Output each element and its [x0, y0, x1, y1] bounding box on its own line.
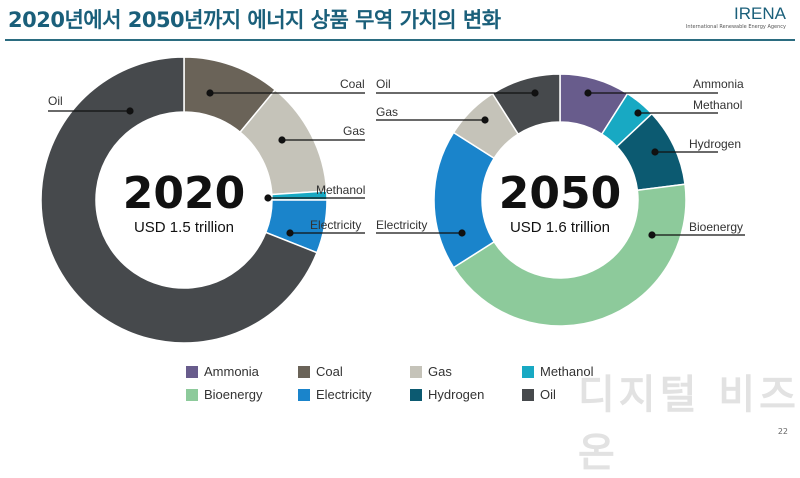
- swatch-electricity: [298, 388, 310, 401]
- legend: Ammonia Coal Gas Methanol Bioenergy Elec…: [186, 364, 634, 402]
- watermark: 디지털 비즈온: [578, 372, 800, 476]
- legend-item: Electricity: [298, 387, 410, 402]
- irena-logo: IRENA International Renewable Energy Age…: [686, 4, 786, 30]
- leader-dot: [264, 194, 272, 202]
- label-2050-electricity: Electricity: [376, 218, 428, 232]
- slice-2020-oil: [40, 56, 318, 344]
- page-title: 2020년에서 2050년까지 에너지 상품 무역 가치의 변화: [8, 8, 501, 32]
- leader-dot: [584, 89, 592, 97]
- leader-dot: [634, 109, 642, 117]
- leader-dot: [651, 148, 659, 156]
- leader-dot: [278, 136, 286, 144]
- donut-charts: [40, 56, 745, 344]
- label-2020-electricity: Electricity: [310, 218, 362, 232]
- legend-item: Coal: [298, 364, 410, 379]
- legend-item: Gas: [410, 364, 522, 379]
- swatch-bioenergy: [186, 388, 198, 401]
- legend-item: Hydrogen: [410, 387, 522, 402]
- label-2050-ammonia: Ammonia: [693, 77, 744, 91]
- swatch-hydrogen: [410, 388, 422, 401]
- label-2020-gas: Gas: [343, 124, 366, 138]
- legend-item: Ammonia: [186, 364, 298, 379]
- legend-item: Bioenergy: [186, 387, 298, 402]
- legend-label: Bioenergy: [204, 387, 263, 402]
- slice-2050-bioenergy: [452, 183, 687, 327]
- label-2020-coal: Coal: [340, 77, 365, 91]
- leader-dot: [458, 229, 466, 237]
- legend-label: Methanol: [540, 364, 594, 379]
- slice-2050-oil: [491, 73, 561, 136]
- swatch-methanol: [522, 365, 534, 378]
- year-2020: 2020: [122, 168, 246, 219]
- leader-dot: [648, 231, 656, 239]
- leader-dot: [531, 89, 539, 97]
- label-2050-hydrogen: Hydrogen: [689, 137, 742, 151]
- logo-name: IRENA: [734, 4, 786, 23]
- leader-dot: [206, 89, 214, 97]
- swatch-ammonia: [186, 365, 198, 378]
- total-2050: USD 1.6 trillion: [509, 219, 611, 236]
- logo-subtitle: International Renewable Energy Agency: [685, 24, 786, 30]
- page-number: 22: [777, 427, 788, 436]
- legend-label: Ammonia: [204, 364, 259, 379]
- legend-label: Electricity: [316, 387, 372, 402]
- year-2050: 2050: [498, 168, 622, 219]
- swatch-gas: [410, 365, 422, 378]
- swatch-coal: [298, 365, 310, 378]
- label-2050-oil: Oil: [376, 77, 391, 91]
- title-divider: [5, 39, 795, 41]
- label-2050-bioenergy: Bioenergy: [689, 220, 744, 234]
- leader-dot: [126, 107, 134, 115]
- legend-item: Methanol: [522, 364, 634, 379]
- swatch-oil: [522, 388, 534, 401]
- legend-item: Oil: [522, 387, 634, 402]
- leader-dot: [286, 229, 294, 237]
- total-2020: USD 1.5 trillion: [133, 219, 235, 236]
- leader-dot: [481, 116, 489, 124]
- legend-label: Oil: [540, 387, 556, 402]
- donut-2050: [433, 73, 687, 327]
- label-2020-oil: Oil: [48, 94, 63, 108]
- label-2020-methanol: Methanol: [316, 183, 366, 197]
- legend-label: Gas: [428, 364, 452, 379]
- legend-label: Coal: [316, 364, 343, 379]
- legend-label: Hydrogen: [428, 387, 485, 402]
- label-2050-methanol: Methanol: [693, 98, 743, 112]
- label-2050-gas: Gas: [376, 105, 399, 119]
